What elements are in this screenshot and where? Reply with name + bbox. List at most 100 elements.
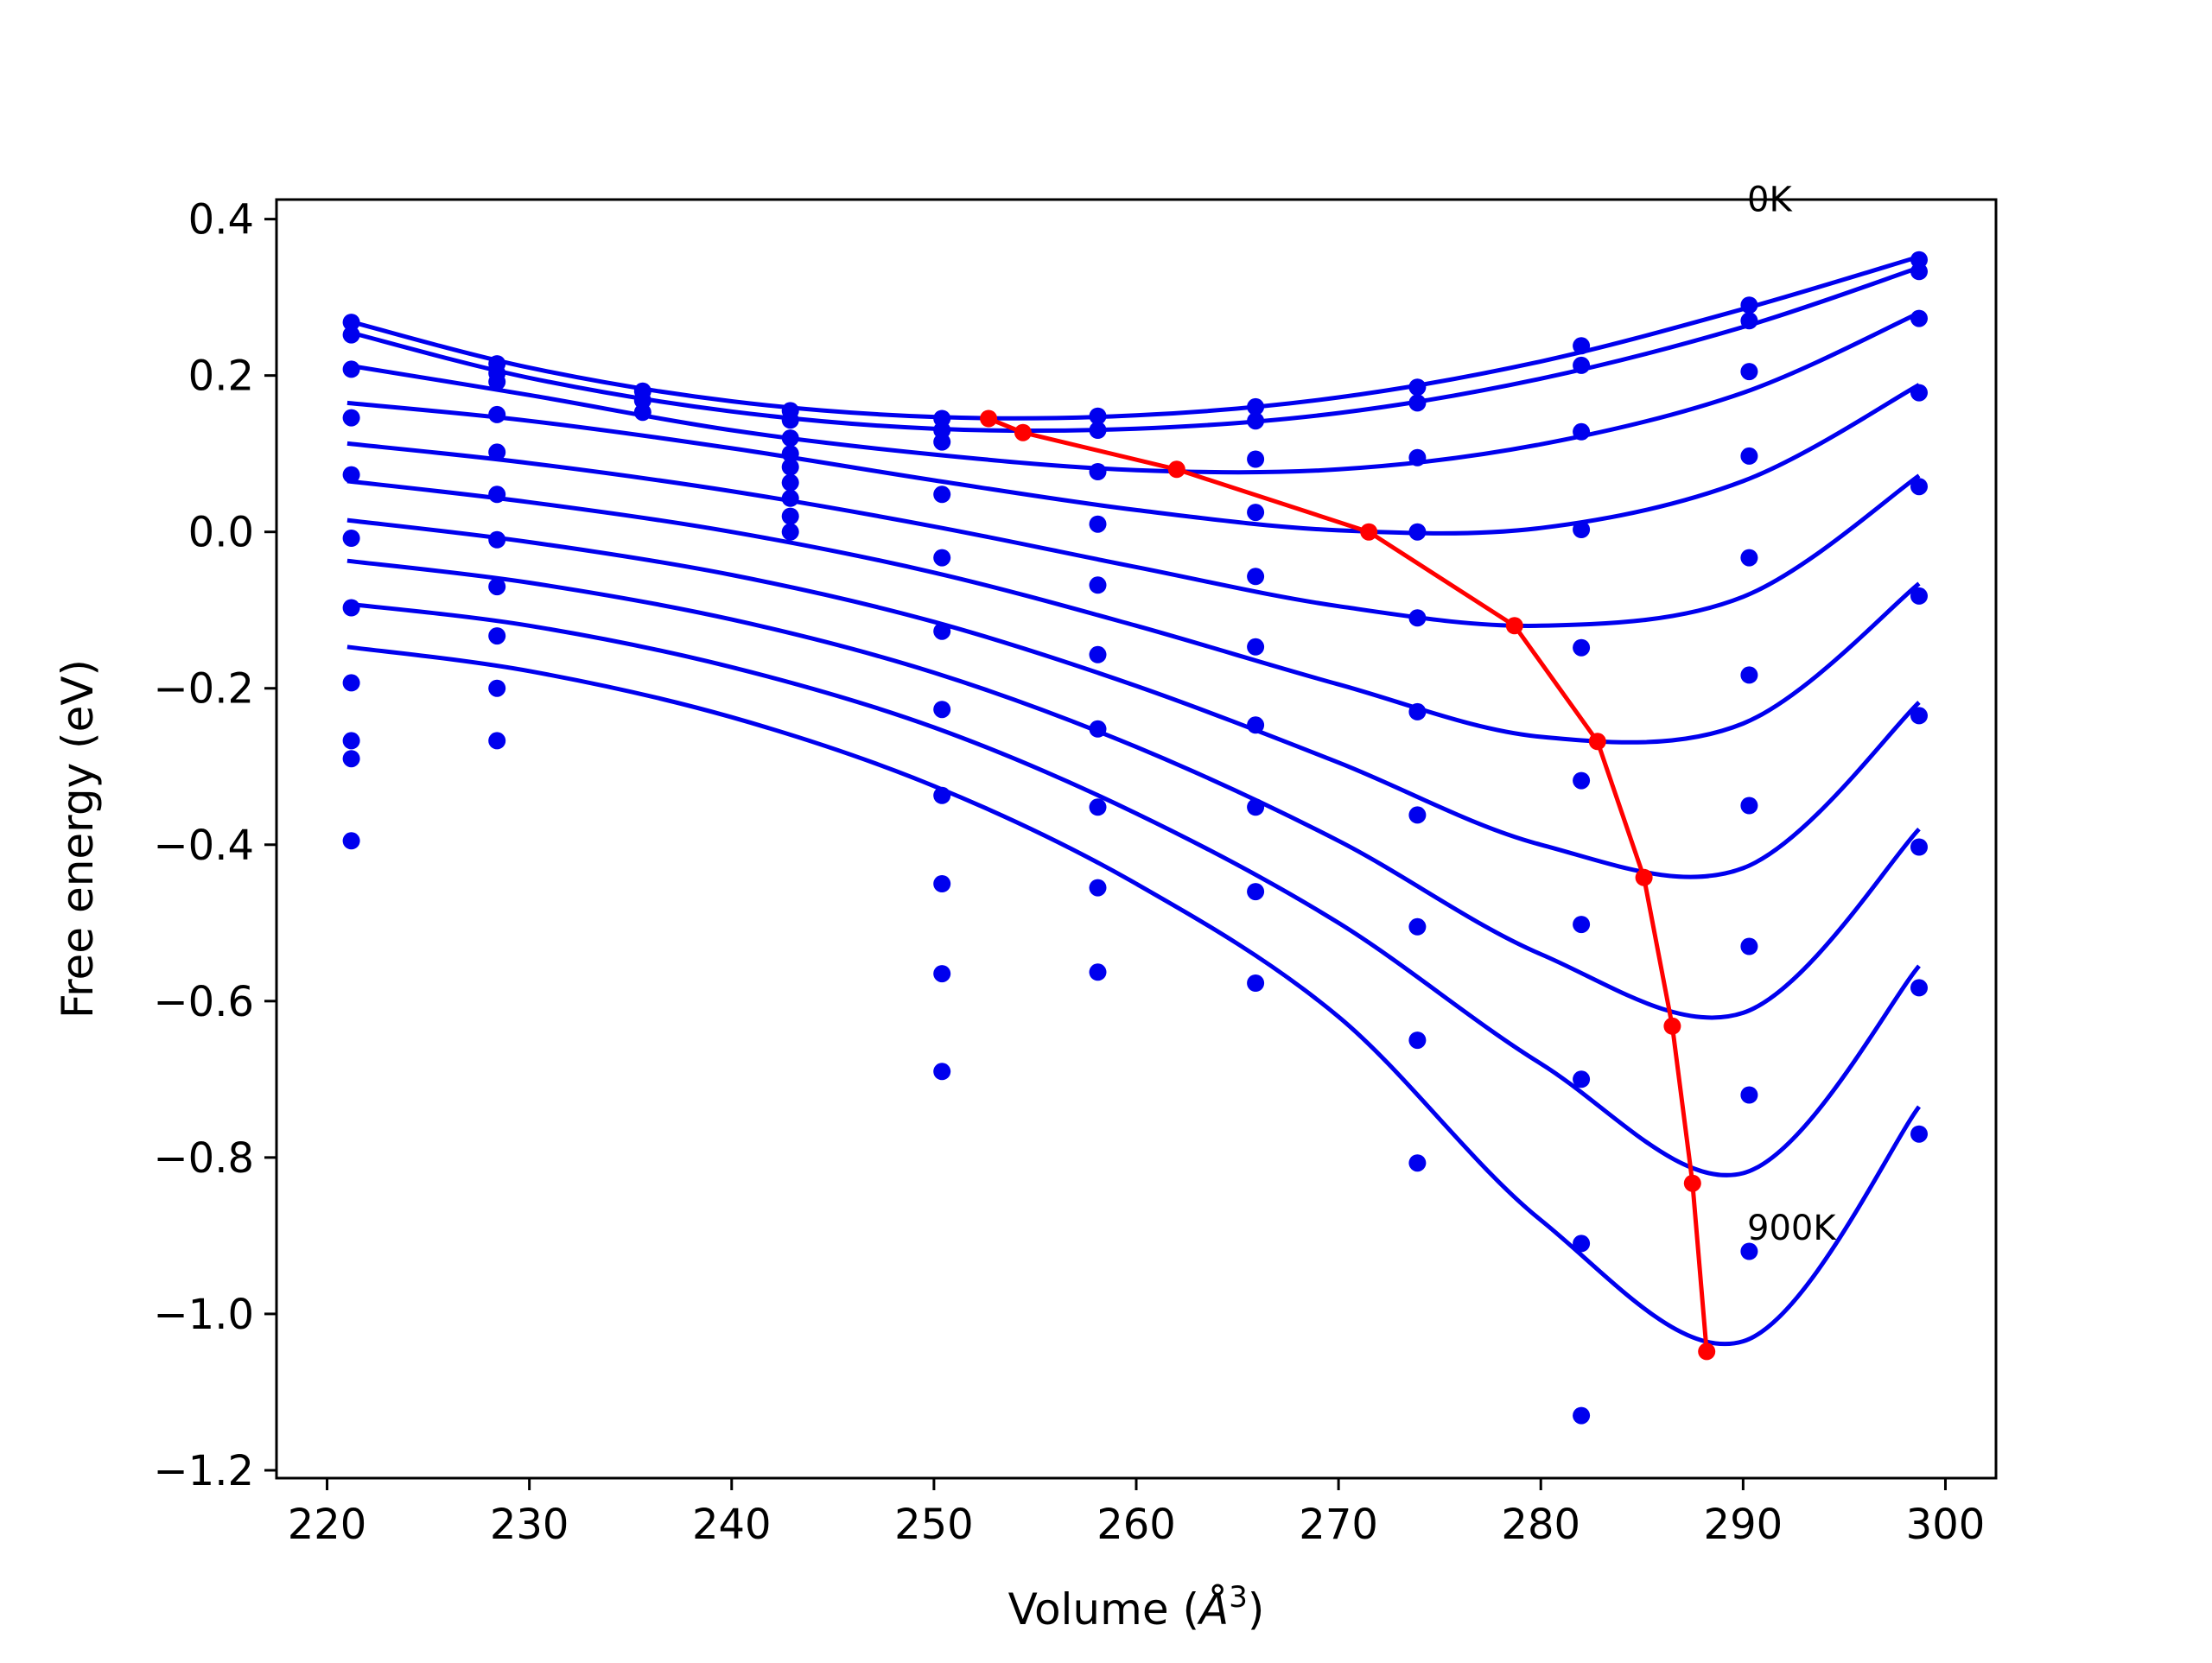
data-point-3-3 — [933, 486, 951, 504]
data-point-9-7 — [1740, 1242, 1758, 1260]
x-axis-ticks: 220 230 240 250 260 270 280 290 300 — [288, 1478, 1985, 1549]
data-point-4-9 — [1910, 478, 1928, 496]
y-tick-label-8: 0.4 — [188, 196, 254, 244]
data-point-4-6 — [1408, 609, 1427, 627]
x-tick-label-3: 250 — [894, 1501, 974, 1549]
y-axis-label: Free energy (eV) — [53, 659, 103, 1019]
y-tick-label-3: −0.6 — [153, 978, 254, 1026]
annotation-1: 900K — [1747, 1209, 1837, 1248]
data-point-9-4 — [1247, 974, 1265, 992]
data-point-7-3 — [933, 786, 951, 804]
minimum-point-2 — [1167, 460, 1185, 479]
data-point-1-9 — [1740, 312, 1758, 330]
minimum-point-5 — [1588, 733, 1606, 751]
data-point-2-4 — [933, 433, 951, 451]
data-point-9-1 — [488, 679, 506, 697]
data-point-5-3 — [933, 622, 951, 640]
data-point-10-0 — [933, 1063, 951, 1081]
minima-line — [988, 416, 1709, 1352]
data-point-1-8 — [1573, 356, 1591, 374]
fit-curve-1 — [346, 265, 1920, 434]
data-point-6-5 — [1247, 716, 1265, 734]
data-point-1-0 — [342, 326, 360, 344]
y-tick-label-0: −1.2 — [153, 1447, 254, 1495]
y-tick-label-1: −1.0 — [153, 1291, 254, 1339]
data-point-8-8 — [1740, 1086, 1758, 1104]
data-point-0-9 — [1740, 296, 1758, 314]
data-point-9-5 — [1408, 1154, 1427, 1172]
y-axis-ticks: −1.2 −1.0 −0.8 −0.6 −0.4 −0.2 0.0 0.2 0.4 — [153, 196, 276, 1495]
data-point-5-7 — [1573, 771, 1591, 790]
data-point-8-2 — [781, 523, 799, 541]
data-point-8-6 — [1408, 1031, 1427, 1050]
data-point-0-7 — [1408, 378, 1427, 397]
minimum-point-0 — [980, 409, 998, 428]
data-point-0-5 — [1089, 407, 1107, 425]
data-point-3-4 — [1089, 515, 1107, 533]
data-point-5-4 — [1089, 645, 1107, 663]
data-point-7-5 — [1247, 798, 1265, 816]
minimum-point-3 — [1360, 523, 1378, 541]
data-point-2-6 — [1247, 450, 1265, 468]
minimum-point-4 — [1505, 617, 1523, 635]
data-point-6-8 — [1740, 797, 1758, 815]
x-tick-label-5: 270 — [1299, 1501, 1378, 1549]
data-point-9-6 — [1573, 1406, 1591, 1425]
data-point-8-4 — [1089, 879, 1107, 897]
data-point-1-6 — [1247, 412, 1265, 430]
x-tick-label-0: 220 — [288, 1501, 367, 1549]
data-point-3-2 — [781, 445, 799, 463]
data-point-7-0 — [342, 674, 360, 692]
data-point-7-2 — [781, 507, 799, 525]
data-point-8-5 — [1247, 883, 1265, 901]
data-point-3-1 — [488, 405, 506, 423]
data-point-8-3 — [933, 875, 951, 892]
fit-curve-3 — [346, 383, 1921, 536]
data-point-2-9 — [1740, 363, 1758, 381]
data-point-4-2 — [781, 458, 799, 476]
minima-path — [980, 409, 1716, 1361]
data-point-6-0 — [342, 599, 360, 617]
data-point-1-10 — [1910, 263, 1928, 281]
minimum-point-7 — [1663, 1017, 1681, 1035]
data-point-6-9 — [1910, 707, 1928, 725]
data-point-9-2 — [933, 965, 951, 983]
data-point-3-0 — [342, 409, 360, 427]
data-point-4-7 — [1573, 638, 1591, 657]
x-tick-label-7: 290 — [1704, 1501, 1783, 1549]
data-point-2-7 — [1408, 448, 1427, 467]
data-point-2-5 — [1089, 463, 1107, 480]
fit-curve-2 — [346, 311, 1921, 475]
data-point-5-0 — [342, 530, 360, 547]
data-point-7-9 — [1910, 838, 1928, 856]
data-point-3-9 — [1910, 384, 1928, 402]
data-point-3-6 — [1408, 523, 1427, 541]
data-point-6-4 — [1089, 720, 1107, 738]
data-point-4-3 — [933, 549, 951, 567]
data-point-0-6 — [1247, 397, 1265, 416]
data-point-2-8 — [1573, 422, 1591, 441]
minimum-point-9 — [1698, 1342, 1716, 1361]
minimum-point-6 — [1635, 868, 1653, 886]
data-point-0-0 — [342, 314, 360, 332]
fit-curve-0 — [346, 254, 1920, 421]
data-point-2-0 — [342, 360, 360, 378]
y-tick-label-2: −0.8 — [153, 1134, 254, 1183]
data-point-4-4 — [1089, 576, 1107, 594]
plot-background — [276, 200, 1996, 1478]
y-tick-label-5: −0.2 — [153, 665, 254, 714]
data-point-6-7 — [1573, 916, 1591, 934]
data-point-5-1 — [488, 486, 506, 504]
data-point-2-3 — [781, 429, 799, 447]
data-point-6-6 — [1408, 806, 1427, 824]
y-tick-label-7: 0.2 — [188, 352, 254, 401]
data-point-3-7 — [1573, 521, 1591, 538]
data-point-1-3 — [781, 411, 799, 429]
data-point-9-8 — [1910, 1125, 1928, 1143]
data-point-8-1 — [488, 627, 506, 645]
data-point-6-1 — [488, 530, 506, 549]
data-point-5-9 — [1910, 587, 1928, 605]
data-point-2-2 — [633, 403, 652, 422]
y-tick-label-6: 0.0 — [188, 509, 254, 557]
